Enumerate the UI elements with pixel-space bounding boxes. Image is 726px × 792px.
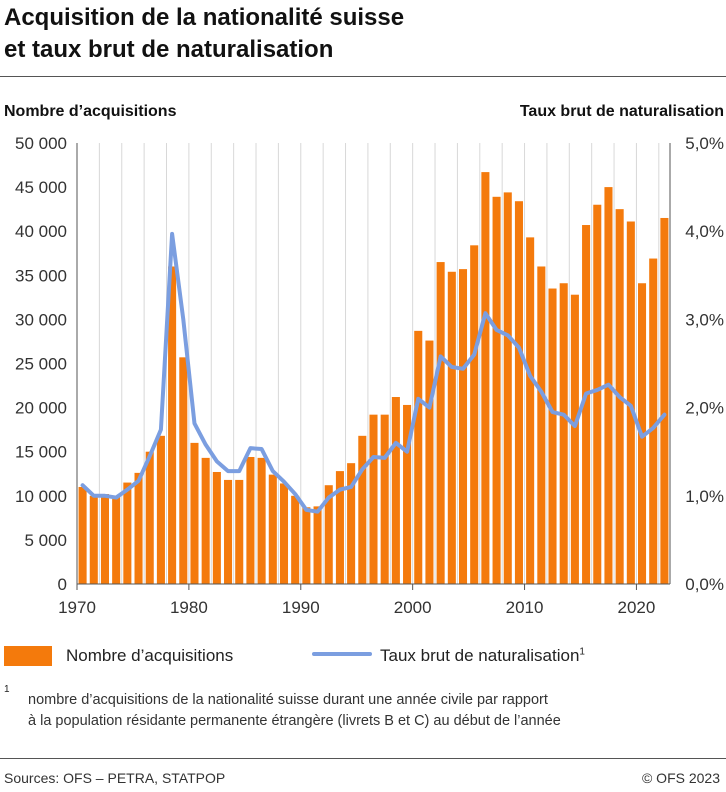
x-tick-label: 1990: [282, 598, 320, 617]
bar-1998: [391, 397, 400, 584]
left-tick-label: 20 000: [15, 399, 67, 418]
bar-2002: [436, 262, 445, 584]
footnote-line-2: à la population résidante permanente étr…: [28, 713, 561, 729]
legend-line-label: Taux brut de naturalisation1: [380, 646, 585, 665]
line-rate: [80, 231, 667, 514]
right-tick-label: 1,0%: [685, 487, 724, 506]
bar-1991: [313, 506, 322, 584]
bar-2004: [458, 269, 468, 584]
bar-1978: [168, 266, 177, 584]
bar-1973: [112, 495, 121, 584]
bar-1981: [201, 457, 210, 584]
right-tick-label: 4,0%: [685, 222, 724, 241]
bar-2005: [470, 245, 479, 584]
bar-2003: [447, 271, 456, 584]
x-tick-label: 1980: [170, 598, 208, 617]
bar-1992: [324, 485, 333, 584]
bar-1988: [279, 483, 289, 584]
axes: 0 5 000 10 000 15 000 20 000 25 000 30 000 35 0…: [15, 134, 724, 617]
chart-title: Acquisition de la nationalité suisse et …: [4, 2, 704, 66]
bar-1996: [369, 414, 378, 584]
right-tick-label: 0,0%: [685, 575, 724, 594]
bar-1986: [257, 457, 266, 584]
left-tick-label: 5 000: [24, 531, 67, 550]
x-tick-label: 2020: [618, 598, 656, 617]
bar-2011: [537, 266, 546, 584]
bar-2010: [526, 237, 535, 584]
chart-title-line-1: Acquisition de la nationalité suisse: [4, 4, 405, 31]
bar-2009: [514, 201, 523, 584]
bar-1970: [78, 486, 87, 584]
footnote-line-1: nombre d’acquisitions de la nationalité …: [28, 692, 548, 708]
bar-1984: [235, 479, 244, 584]
footnote-mark: 1: [4, 684, 10, 695]
bar-1997: [380, 414, 389, 584]
footnote: nombre d’acquisitions de la nationalité …: [28, 690, 708, 732]
right-tick-label: 5,0%: [685, 134, 724, 153]
bar-1974: [123, 482, 132, 584]
bar-1989: [291, 495, 300, 584]
left-axis-title: Nombre d’acquisitions: [4, 103, 177, 120]
bar-2012: [548, 288, 557, 584]
bar-1995: [358, 435, 367, 584]
bar-1999: [403, 404, 412, 584]
legend-footnote-mark: 1: [579, 646, 585, 658]
bar-1979: [179, 357, 188, 584]
combo-chart: 0 5 000 10 000 15 000 20 000 25 000 30 000 35 0…: [15, 134, 724, 617]
bar-2015: [582, 225, 591, 584]
bar-1983: [224, 479, 233, 584]
bar-2021: [649, 258, 658, 584]
bar-1982: [212, 471, 221, 584]
left-tick-label: 45 000: [15, 178, 67, 197]
bar-1972: [100, 494, 109, 584]
left-tick-label: 50 000: [15, 134, 67, 153]
rate-line: [80, 231, 667, 514]
bar-2000: [414, 330, 423, 584]
bar-2014: [570, 294, 579, 584]
source-text: Sources: OFS – PETRA, STATPOP: [4, 770, 226, 786]
bar-2008: [503, 192, 512, 584]
bar-1985: [246, 456, 255, 584]
legend-line-swatch: [312, 652, 372, 656]
bar-2006: [481, 172, 490, 584]
left-tick-label: 35 000: [15, 266, 67, 285]
bar-2019: [626, 221, 635, 585]
chart-title-line-2: et taux brut de naturalisation: [4, 36, 334, 63]
left-tick-label: 10 000: [15, 487, 67, 506]
left-tick-label: 0: [58, 575, 67, 594]
bar-1987: [268, 474, 277, 584]
x-tick-label: 1970: [58, 598, 96, 617]
bar-1993: [335, 471, 344, 584]
bar-1977: [156, 435, 165, 584]
bar-2001: [425, 340, 434, 584]
x-tick-label: 2000: [394, 598, 432, 617]
x-tick-label: 2010: [506, 598, 544, 617]
title-rule: [0, 76, 726, 77]
gridlines: [76, 143, 671, 584]
bar-2013: [559, 283, 568, 584]
bar-1994: [347, 463, 356, 584]
left-tick-label: 25 000: [15, 355, 67, 374]
left-tick-label: 15 000: [15, 443, 67, 462]
footer-rule: [0, 758, 726, 759]
bar-2022: [660, 217, 669, 584]
bar-1980: [190, 442, 199, 584]
right-tick-label: 2,0%: [685, 399, 724, 418]
legend-bar-label: Nombre d’acquisitions: [66, 646, 234, 665]
left-tick-label: 40 000: [15, 222, 67, 241]
left-tick-label: 30 000: [15, 310, 67, 329]
right-tick-label: 3,0%: [685, 310, 724, 329]
bars-acquisitions: [78, 172, 669, 585]
legend-bar-swatch: [4, 646, 52, 666]
bar-2007: [492, 196, 501, 584]
bar-1975: [134, 472, 143, 584]
bar-1990: [302, 507, 311, 584]
bar-2016: [593, 204, 602, 585]
copyright-text: © OFS 2023: [641, 770, 720, 786]
right-axis-title: Taux brut de naturalisation: [519, 103, 724, 120]
bar-1971: [89, 495, 98, 584]
bar-1976: [145, 451, 154, 584]
